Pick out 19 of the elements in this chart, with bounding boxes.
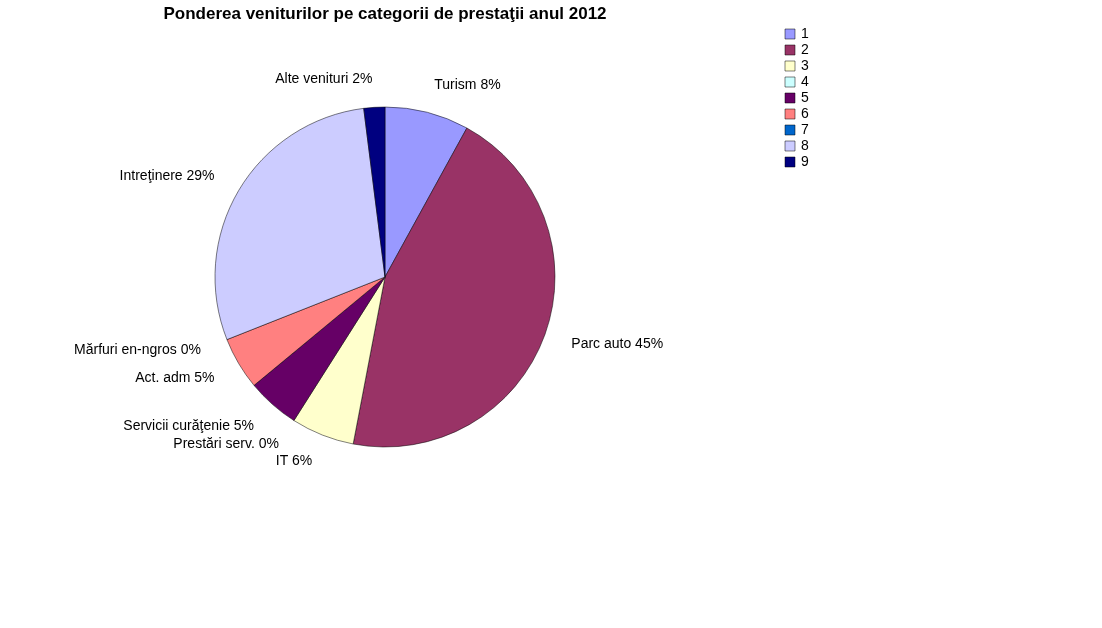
legend-label: 8 <box>801 137 809 153</box>
data-label: Servicii curăţenie 5% <box>123 416 255 433</box>
data-label: Act. adm 5% <box>135 368 215 385</box>
chart-title: Ponderea veniturilor pe categorii de prestaţii anul 2012 <box>163 4 607 23</box>
text: Mărfuri en-ngros 0% <box>74 340 201 357</box>
data-label: Parc auto 45% <box>571 335 664 352</box>
data-label: IT 6% <box>275 452 313 469</box>
data-label: Turism 8% <box>434 76 501 93</box>
legend-label: 3 <box>801 57 809 73</box>
legend-label: 5 <box>801 89 809 105</box>
legend-label: 4 <box>801 73 809 89</box>
legend-label: 2 <box>801 41 809 57</box>
legend-label: 9 <box>801 153 809 169</box>
legend-label: 7 <box>801 121 809 137</box>
text: Prestări serv. 0% <box>173 435 279 452</box>
legend-label: 6 <box>801 105 809 121</box>
data-label: Alte venituri 2% <box>275 70 373 87</box>
legend-label: 1 <box>801 25 809 41</box>
data-label: Intreţinere 29% <box>119 167 215 184</box>
